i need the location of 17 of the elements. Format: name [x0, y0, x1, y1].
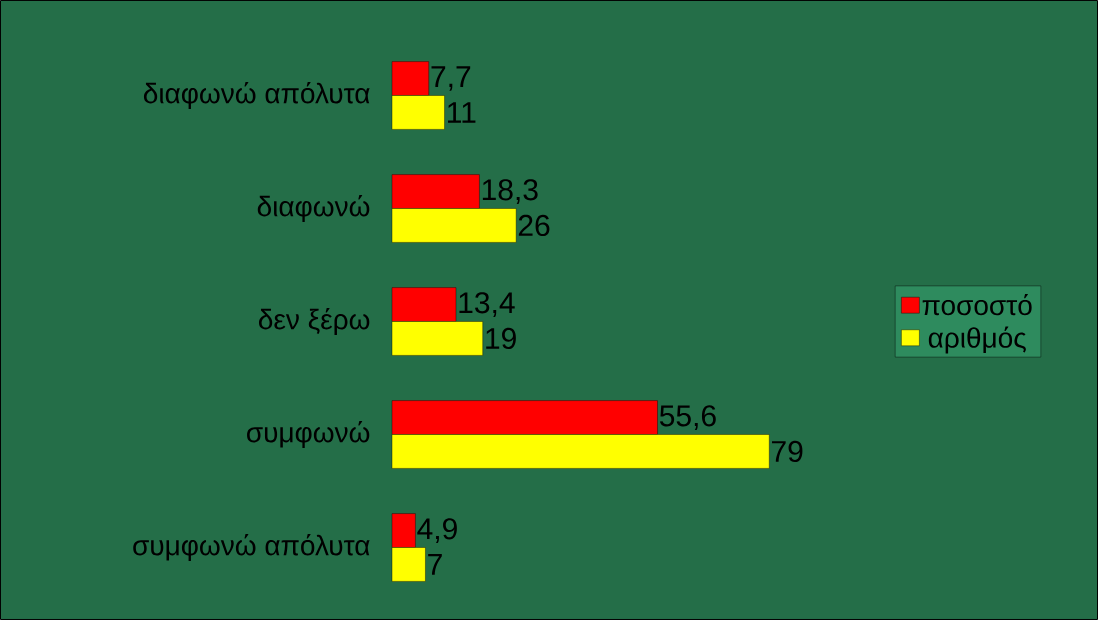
data-label: 7,7 [431, 66, 471, 91]
y-tick-label: διαφωνώ απόλυτα [143, 82, 370, 109]
data-label: 79 [772, 440, 803, 463]
data-label: 26 [518, 214, 550, 237]
y-tick-label: συμφωνώ [247, 421, 370, 448]
y-tick-label: διαφωνώ [257, 195, 370, 222]
y-tick-label: συμφωνώ απόλυτα [133, 534, 370, 561]
legend-label: ποσοστό [922, 293, 1032, 316]
data-label: 18,3 [482, 179, 538, 204]
data-label: 55,6 [659, 405, 716, 430]
data-label: 13,4 [459, 292, 515, 317]
data-label: 7 [428, 554, 442, 575]
data-label: 11 [448, 102, 476, 123]
data-label: 4,9 [417, 518, 457, 543]
y-tick-label: δεν ξέρω [258, 308, 370, 335]
data-label: 19 [486, 327, 516, 350]
legend-label: αριθμός [928, 326, 1026, 354]
